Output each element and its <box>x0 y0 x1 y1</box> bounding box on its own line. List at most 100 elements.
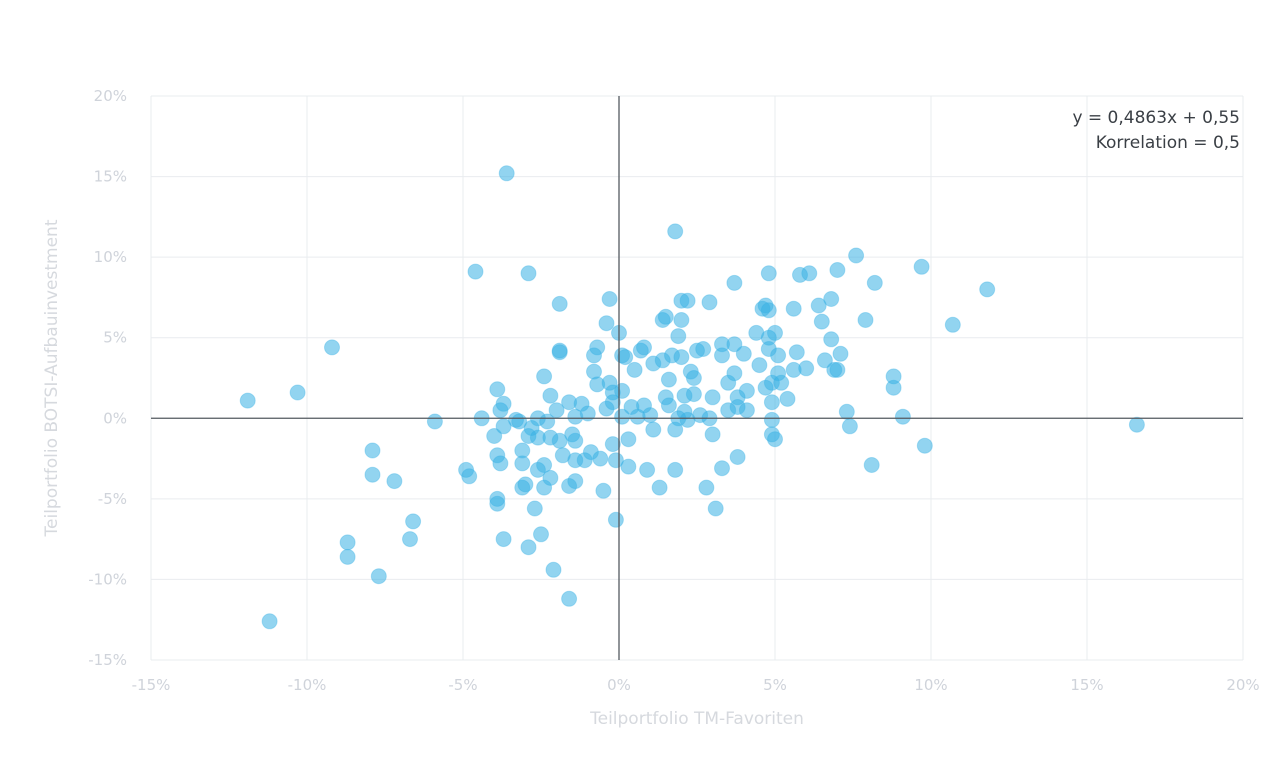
scatter-point <box>492 455 509 472</box>
x-tick-label: 5% <box>763 676 787 694</box>
scatter-point <box>645 421 662 438</box>
scatter-point <box>810 297 827 314</box>
scatter-point <box>486 428 503 444</box>
x-tick-label: 10% <box>914 676 947 694</box>
scatter-point <box>857 312 874 328</box>
scatter-point <box>617 349 634 366</box>
scatter-point <box>604 394 621 411</box>
scatter-point <box>324 339 340 356</box>
scatter-point <box>660 371 677 388</box>
x-axis-title: Teilportfolio TM-Favoriten <box>589 709 804 729</box>
scatter-point <box>798 360 815 377</box>
scatter-point <box>639 461 656 478</box>
scatter-point <box>673 349 690 366</box>
scatter-point <box>589 339 606 356</box>
x-tick-label: -5% <box>448 676 477 694</box>
scatter-point <box>707 500 724 517</box>
scatter-point <box>863 457 880 473</box>
scatter-point <box>944 316 961 333</box>
scatter-point <box>679 292 696 309</box>
zero-axes <box>151 96 1243 660</box>
scatter-point <box>604 436 621 453</box>
scatter-point <box>673 312 690 328</box>
scatter-point <box>386 473 403 490</box>
scatter-point <box>1128 416 1145 433</box>
scatter-point <box>760 265 777 282</box>
scatter-point <box>636 339 652 356</box>
scatter-point <box>551 344 568 361</box>
scatter-point <box>913 258 930 275</box>
scatter-point <box>426 413 443 430</box>
scatter-point <box>832 345 849 362</box>
scatter-point <box>614 382 631 399</box>
scatter-point <box>364 442 381 459</box>
scatter-point <box>545 561 562 578</box>
scatter-point <box>542 469 559 486</box>
scatter-point <box>751 357 768 374</box>
scatter-point <box>773 374 790 391</box>
x-tick-label: 0% <box>607 676 631 694</box>
scatter-point <box>542 387 559 404</box>
scatter-point <box>579 405 596 422</box>
scatter-point <box>894 408 911 425</box>
scatter-point <box>698 479 715 496</box>
scatter-point <box>651 479 668 496</box>
scatter-point <box>261 613 278 630</box>
scatter-point <box>823 331 840 348</box>
scatter-point <box>339 548 356 565</box>
scatter-point <box>405 513 422 530</box>
scatter-point <box>701 294 718 311</box>
scatter-point <box>642 407 659 424</box>
regression-annotation: y = 0,4863x + 0,55 <box>1072 108 1240 128</box>
scatter-point <box>695 341 712 357</box>
scatter-point <box>598 315 615 332</box>
scatter-point <box>607 452 624 469</box>
x-tick-label: -15% <box>132 676 171 694</box>
scatter-point <box>685 386 702 403</box>
scatter-point <box>767 431 783 448</box>
scatter-point <box>339 534 356 551</box>
scatter-point <box>763 394 780 411</box>
scatter-point <box>738 402 755 419</box>
scatter-point <box>785 300 802 317</box>
scatter-point <box>667 461 684 478</box>
scatter-point <box>467 263 484 280</box>
y-tick-label: -10% <box>88 570 127 588</box>
y-tick-label: 15% <box>94 168 127 186</box>
tick-labels: -15% -10% -5% 0% 5% 10% 15% 20% 20% 15% 10% 5% 0% -5%… <box>88 87 1259 694</box>
scatter-point <box>704 389 721 406</box>
y-tick-label: 0% <box>103 409 127 427</box>
y-tick-label: -15% <box>88 651 127 669</box>
scatter-point <box>704 426 721 443</box>
scatter-point <box>714 347 730 364</box>
scatter-point <box>813 313 830 330</box>
scatter-point <box>567 432 584 449</box>
y-axis-title: Teilportfolio BOTSI-Aufbauinvestment <box>42 219 62 537</box>
scatter-point <box>770 347 787 364</box>
scatter-point <box>760 302 777 319</box>
scatter-point <box>551 432 568 449</box>
scatter-point <box>866 274 883 291</box>
scatter-point <box>660 397 677 414</box>
scatter-point <box>848 247 865 264</box>
scatter-point <box>626 361 643 378</box>
data-points <box>239 165 1145 630</box>
scatter-point <box>520 539 537 556</box>
scatter-point <box>601 291 618 307</box>
scatter-point <box>726 365 743 382</box>
scatter-point <box>517 476 534 493</box>
scatter-point <box>738 382 755 399</box>
scatter-point <box>370 568 387 585</box>
scatter-point <box>885 368 902 385</box>
scatter-point <box>489 381 506 398</box>
scatter-point <box>829 262 846 278</box>
y-tick-label: 5% <box>103 329 127 347</box>
scatter-point <box>726 274 743 291</box>
scatter-point <box>841 418 858 435</box>
scatter-point <box>567 473 584 490</box>
scatter-point <box>489 495 506 512</box>
scatter-point <box>495 395 512 412</box>
scatter-point <box>667 223 684 240</box>
scatter-point <box>667 421 684 438</box>
